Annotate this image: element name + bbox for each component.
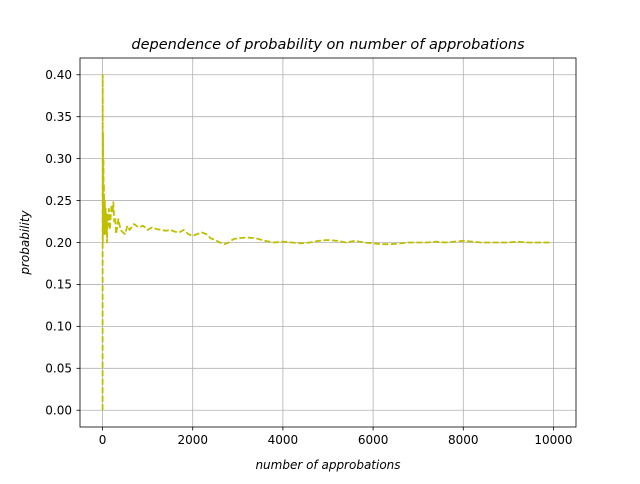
series-layer [101,73,552,411]
y-tick-label: 0.40 [45,68,72,82]
y-tick-label: 0.20 [45,236,72,250]
x-tick-label: 8000 [448,433,479,447]
ticks-layer: 0 2000 4000 6000 8000 10000 0.00 0.05 0.10 0.15 0.… [45,68,572,447]
x-tick-label: 4000 [268,433,299,447]
y-tick-label: 0.05 [45,362,72,376]
y-tick-label: 0.35 [45,110,72,124]
y-tick-label: 0.00 [45,404,72,418]
series-line [101,73,552,411]
y-axis-label: probability [18,209,32,275]
y-tick-label: 0.30 [45,152,72,166]
x-tick-label: 10000 [534,433,572,447]
x-axis-label: number of approbations [255,458,400,472]
chart-title: dependence of probability on number of a… [131,37,525,53]
x-tick-label: 6000 [358,433,389,447]
y-tick-label: 0.15 [45,278,72,292]
x-tick-label: 2000 [177,433,208,447]
y-tick-label: 0.10 [45,320,72,334]
x-tick-label: 0 [99,433,107,447]
y-tick-label: 0.25 [45,194,72,208]
